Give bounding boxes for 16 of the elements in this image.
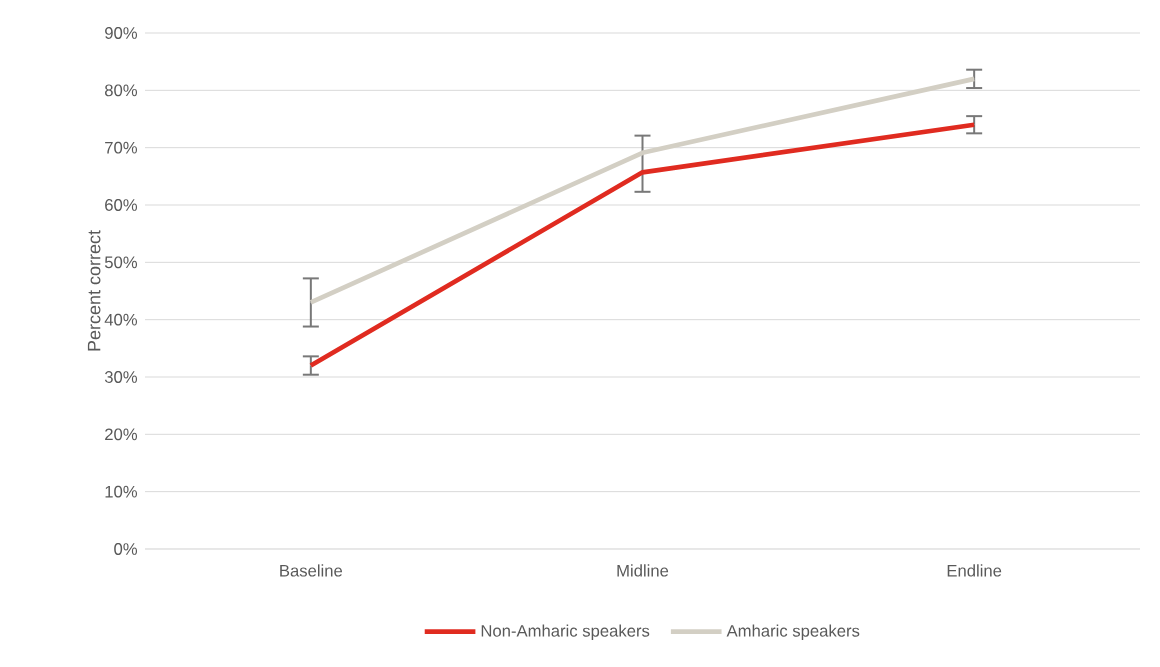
y-tick-label: 40% [104, 313, 138, 326]
y-tick-label: 50% [104, 256, 138, 269]
y-tick-label: 30% [104, 371, 138, 383]
x-tick-label: Midline [617, 564, 669, 577]
y-tick-label: 80% [105, 84, 138, 97]
y-axis-title: Percent correct [87, 230, 101, 351]
x-tick-label: Baseline [280, 564, 343, 577]
y-tick-label: 90% [105, 27, 138, 39]
y-tick-label: 0% [114, 543, 138, 555]
y-tick-label: 70% [105, 141, 138, 154]
y-tick-label: 20% [105, 428, 138, 441]
y-tick-label: 60% [105, 199, 138, 211]
legend-label: Amharic speakers [726, 624, 860, 641]
x-tick-label: Endline [947, 564, 1002, 577]
legend-label: Non-Amharic speakers [481, 624, 650, 641]
y-tick-label: 10% [105, 485, 138, 498]
